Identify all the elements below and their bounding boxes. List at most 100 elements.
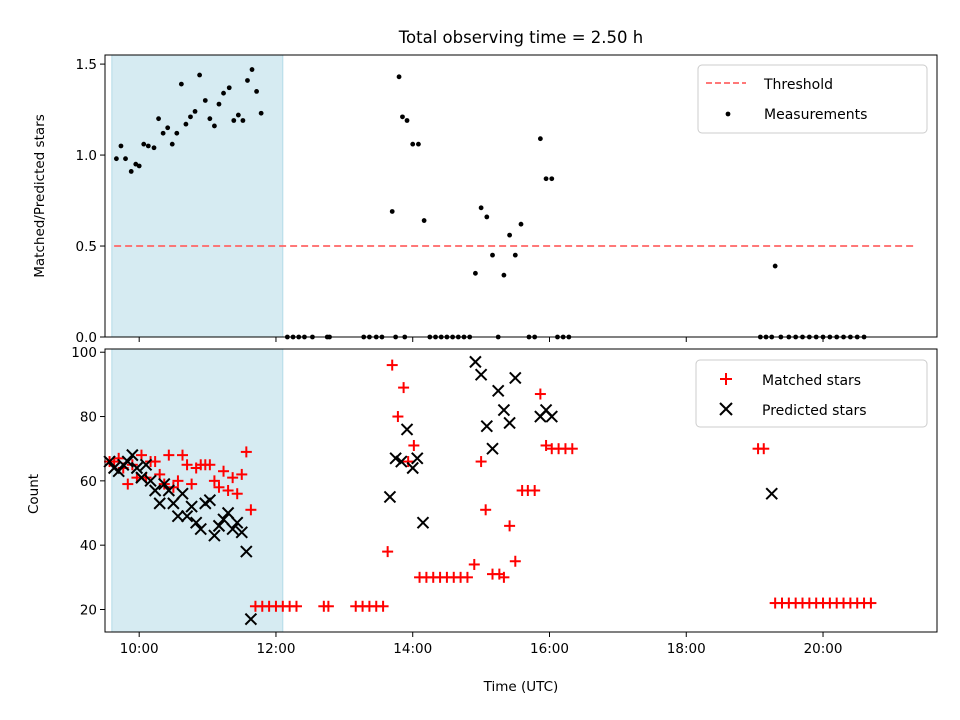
matched-star-point [566,443,578,455]
matched-star-point [231,488,243,500]
predicted-star-point [130,461,144,475]
predicted-star-point [176,487,189,500]
predicted-star-point [171,510,185,523]
matched-star-point [222,485,234,496]
predicted-star-point [139,458,153,471]
predicted-star-point [135,471,148,484]
predicted-star-point [217,513,230,526]
predicted-star-point [185,500,198,513]
top-shaded-band [111,54,284,338]
predicted-star-point [480,419,494,433]
measurement-point [145,143,151,149]
predicted-star-point [235,526,248,539]
measurement-point [178,81,184,87]
measurement-point [231,118,237,123]
measurement-point [543,176,549,182]
top-shaded-region [111,54,284,338]
bottom-panel: 20 40 60 80 100 10:00 12:00 14:00 16:00 18:00 20:… [26,345,938,695]
predicted-star-point [121,455,135,468]
measurement-point [169,141,175,147]
matched-star-point [172,475,184,487]
top-legend-box [697,64,928,134]
measurement-point [484,214,490,220]
matched-star-point [177,449,189,461]
predicted-star-point [240,545,253,558]
count-points [103,355,877,626]
measurement-point [490,252,495,258]
matched-star-point [181,459,193,471]
measurement-point [254,88,259,94]
bottom-y-tick-label: 40 [80,538,97,554]
measurement-point [389,209,395,214]
measurement-point [123,156,128,162]
bottom-x-tick-label: 10:00 [120,641,159,657]
measurement-point [416,141,421,147]
bottom-y-tick-label: 20 [80,602,97,618]
top-y-axis-label: Matched/Predicted stars [32,114,48,277]
matched-star-point [504,520,516,532]
predicted-star-point [162,484,176,497]
predicted-star-point [395,455,408,468]
measurement-point [202,98,208,103]
predicted-star-point [144,474,157,488]
bottom-x-tick-label: 18:00 [667,641,706,657]
top-axes-frame [104,54,938,338]
measurement-point [421,218,427,223]
predicted-star-point [126,448,139,462]
measurement-point [174,130,180,136]
predicted-star-point [400,423,414,436]
x-axis-label: Time (UTC) [483,679,559,695]
matched-star-point [865,597,877,609]
matched-star-point [408,439,420,451]
matched-star-point [163,449,175,461]
measurement-point [400,114,405,120]
matched-star-point [758,443,770,455]
predicted-star-point [389,452,402,465]
measurement-point [207,116,213,122]
matched-star-point [149,456,161,468]
measurement-point [216,101,222,107]
matched-star-point [540,439,552,451]
legend-predicted-swatch [719,402,733,416]
bottom-x-tick-label: 12:00 [257,641,296,657]
matched-star-point [529,485,541,496]
bottom-y-tick-label: 80 [80,410,97,426]
measurement-point [197,72,202,78]
matched-star-point [398,382,410,394]
bottom-y-tick-label: 100 [71,345,97,361]
measurement-point [192,109,198,114]
measurement-point [221,90,226,96]
predicted-star-point [212,519,226,533]
top-y-ticks: 0.0 0.5 1.0 1.5 [76,57,105,346]
top-x-ticks [138,337,824,342]
bottom-x-tick-label: 16:00 [530,641,569,657]
measurement-point [226,85,232,91]
predicted-star-point [416,516,430,529]
predicted-star-point [545,410,558,423]
predicted-star-point [112,464,125,478]
matched-star-point [386,359,398,371]
measurement-point [518,221,524,227]
matched-star-point [186,478,198,490]
bottom-x-ticks: 10:00 12:00 14:00 16:00 18:00 20:00 [120,632,843,657]
predicted-star-point [103,455,116,468]
measurement-point [165,125,171,131]
measurement-point [136,163,142,169]
measurement-point [512,252,518,258]
predicted-star-point [244,612,258,626]
matched-star-point [113,452,125,464]
legend-threshold-label: Threshold [763,77,833,93]
predicted-star-point [180,510,194,523]
matched-star-point [204,459,216,471]
bottom-x-tick-label: 20:00 [804,641,843,657]
matched-star-point [135,449,147,461]
measurement-point [128,169,134,174]
measurement-point [235,112,241,118]
predicted-star-point [167,497,180,510]
top-y-tick-label: 1.5 [76,57,97,73]
matched-star-point [290,600,302,612]
legend-measurements-label: Measurements [764,107,867,123]
matched-star-point [377,600,389,612]
matched-star-point [218,465,230,477]
